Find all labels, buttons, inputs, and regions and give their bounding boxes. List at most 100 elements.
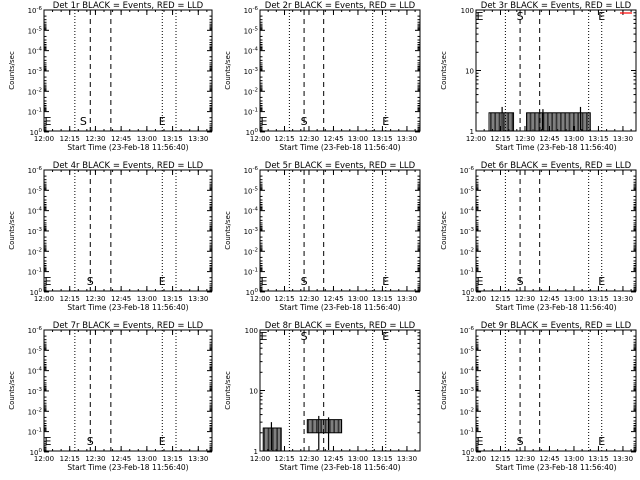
x-tick-label: 12:45 — [539, 295, 559, 303]
panel-title: Det 6r BLACK = Events, RED = LLD — [481, 161, 632, 171]
x-tick-label: 12:00 — [34, 135, 54, 143]
x-axis-label: Start Time (23-Feb-18 11:56:40) — [495, 143, 616, 152]
y-tick-label: 10-6 — [244, 166, 259, 175]
x-tick-label: 12:00 — [466, 455, 486, 463]
y-tick-label: 10-3 — [28, 387, 43, 396]
y-tick-label: 10-2 — [460, 407, 474, 416]
x-tick-label: 12:30 — [515, 295, 535, 303]
y-tick-label: 100 — [30, 448, 43, 457]
plot-frame — [43, 9, 213, 132]
x-tick-label: 13:00 — [564, 135, 584, 143]
x-tick-label: 13:30 — [188, 135, 208, 143]
edge-marker-label: E — [45, 435, 52, 448]
start-marker-label: S — [517, 435, 524, 448]
x-axis-label: Start Time (23-Feb-18 11:56:40) — [495, 303, 616, 312]
x-tick-label: 13:15 — [372, 295, 392, 303]
x-tick-label: 12:15 — [60, 295, 80, 303]
x-tick-label: 13:30 — [613, 135, 633, 143]
y-tick-label: 10-6 — [244, 6, 259, 15]
x-tick-label: 12:45 — [111, 295, 131, 303]
y-tick-label: 10-3 — [460, 387, 475, 396]
y-axis-label: Counts/sec — [440, 51, 448, 90]
panel-title: Det 8r BLACK = Events, RED = LLD — [265, 321, 416, 331]
x-tick-label: 12:45 — [323, 135, 343, 143]
x-tick-label: 12:00 — [250, 455, 270, 463]
x-tick-label: 12:30 — [299, 295, 319, 303]
y-axis-label: Counts/sec — [440, 211, 448, 250]
x-tick-label: 13:15 — [588, 135, 608, 143]
y-tick-label: 100 — [246, 288, 259, 297]
x-tick-label: 12:30 — [299, 135, 319, 143]
y-tick-label: 10-6 — [460, 326, 475, 335]
x-tick-label: 13:00 — [348, 295, 368, 303]
y-tick-label: 100 — [462, 448, 475, 457]
panel-det-6r: Det 6r BLACK = Events, RED = LLD 100 10-1 1… — [440, 161, 637, 312]
edge-marker-label: E — [477, 10, 484, 23]
y-tick-label: 10-6 — [28, 326, 43, 335]
y-tick-label: 10-1 — [460, 428, 474, 437]
panel-title: Det 7r BLACK = Events, RED = LLD — [53, 321, 204, 331]
x-axis-label: Start Time (23-Feb-18 11:56:40) — [67, 143, 188, 152]
y-tick-label: 10-5 — [460, 186, 475, 195]
y-tick-label: 100 — [461, 7, 474, 15]
x-tick-label: 12:15 — [274, 135, 294, 143]
y-tick-label: 10-4 — [244, 207, 259, 216]
x-tick-label: 12:00 — [250, 295, 270, 303]
y-axis-label: Counts/sec — [440, 371, 448, 410]
y-tick-label: 10-4 — [244, 47, 259, 56]
y-tick-label: 10-3 — [244, 227, 259, 236]
y-tick-label: 100 — [462, 288, 475, 297]
y-tick-label: 10-3 — [28, 227, 43, 236]
panel-det-3r: Det 3r BLACK = Events, RED = LLD 1 10 100 12… — [440, 1, 637, 152]
edge-marker-label: E — [261, 115, 268, 128]
y-tick-label: 10-4 — [28, 207, 43, 216]
edge-marker-label: E — [45, 115, 52, 128]
x-tick-label: 12:00 — [250, 135, 270, 143]
y-tick-label: 1 — [254, 448, 258, 456]
x-tick-label: 12:15 — [490, 455, 510, 463]
panel-title: Det 1r BLACK = Events, RED = LLD — [53, 1, 204, 11]
end-marker-label: E — [159, 275, 166, 288]
x-tick-label: 13:30 — [188, 295, 208, 303]
data-trace — [306, 419, 342, 433]
start-marker-label: S — [80, 115, 87, 128]
y-tick-label: 10-5 — [460, 346, 475, 355]
end-marker-label: E — [598, 275, 605, 288]
y-tick-label: 100 — [245, 327, 258, 335]
end-marker-label: E — [598, 435, 605, 448]
x-tick-label: 13:30 — [613, 455, 633, 463]
end-marker-label: E — [382, 275, 389, 288]
y-tick-label: 10-2 — [28, 87, 42, 96]
x-tick-label: 12:15 — [60, 135, 80, 143]
y-axis-label: Counts/sec — [224, 371, 232, 410]
panel-det-5r: Det 5r BLACK = Events, RED = LLD 100 10-1 1… — [224, 161, 421, 312]
x-tick-label: 13:15 — [162, 455, 182, 463]
x-tick-label: 12:45 — [323, 455, 343, 463]
y-tick-label: 10-2 — [244, 87, 258, 96]
plot-frame — [43, 169, 213, 292]
x-tick-label: 12:15 — [274, 295, 294, 303]
y-tick-label: 10-1 — [244, 108, 258, 117]
x-tick-label: 12:45 — [539, 135, 559, 143]
panel-det-7r: Det 7r BLACK = Events, RED = LLD 100 10-1 1… — [8, 321, 213, 472]
x-tick-label: 12:15 — [274, 455, 294, 463]
x-axis-label: Start Time (23-Feb-18 11:56:40) — [495, 463, 616, 472]
plot-frame — [475, 329, 637, 452]
end-marker-label: E — [159, 115, 166, 128]
y-tick-label: 100 — [30, 128, 43, 137]
x-tick-label: 12:00 — [466, 135, 486, 143]
start-marker-label: S — [517, 275, 524, 288]
y-tick-label: 10-5 — [244, 186, 259, 195]
end-marker-label: E — [159, 435, 166, 448]
y-tick-label: 10-6 — [28, 6, 43, 15]
x-tick-label: 12:15 — [490, 135, 510, 143]
y-tick-label: 10-1 — [460, 268, 474, 277]
edge-marker-label: E — [45, 275, 52, 288]
y-tick-label: 10-1 — [28, 268, 42, 277]
y-tick-label: 10-5 — [28, 346, 43, 355]
y-tick-label: 10-2 — [244, 247, 258, 256]
edge-marker-label: E — [261, 330, 268, 343]
x-tick-label: 12:45 — [111, 135, 131, 143]
panel-det-8r: Det 8r BLACK = Events, RED = LLD 1 10 100 12… — [224, 321, 421, 472]
y-tick-label: 10-1 — [244, 268, 258, 277]
